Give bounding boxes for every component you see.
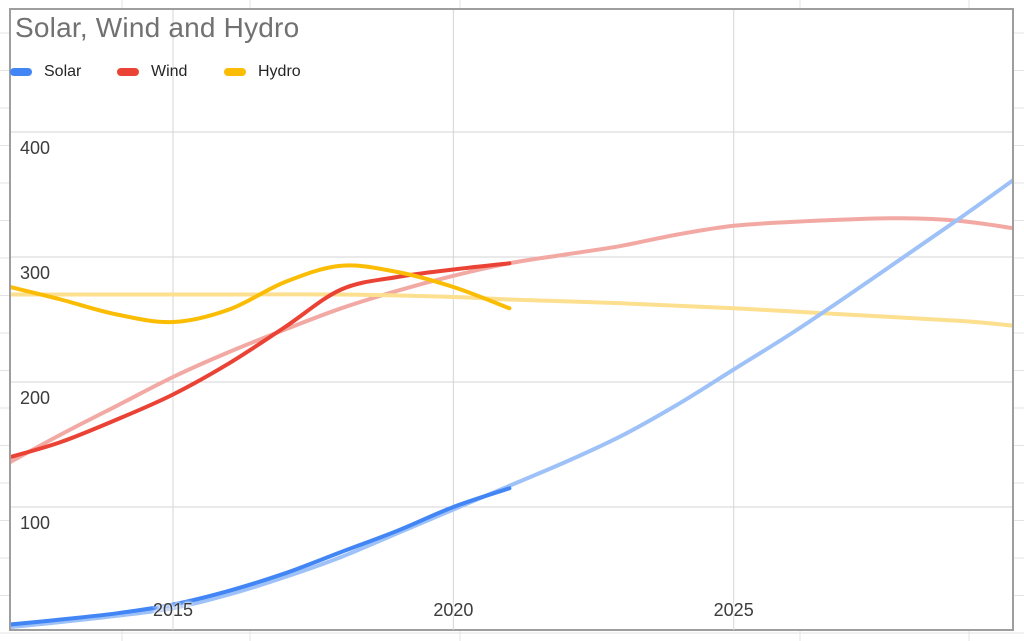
chart-widget[interactable] xyxy=(9,8,1014,631)
